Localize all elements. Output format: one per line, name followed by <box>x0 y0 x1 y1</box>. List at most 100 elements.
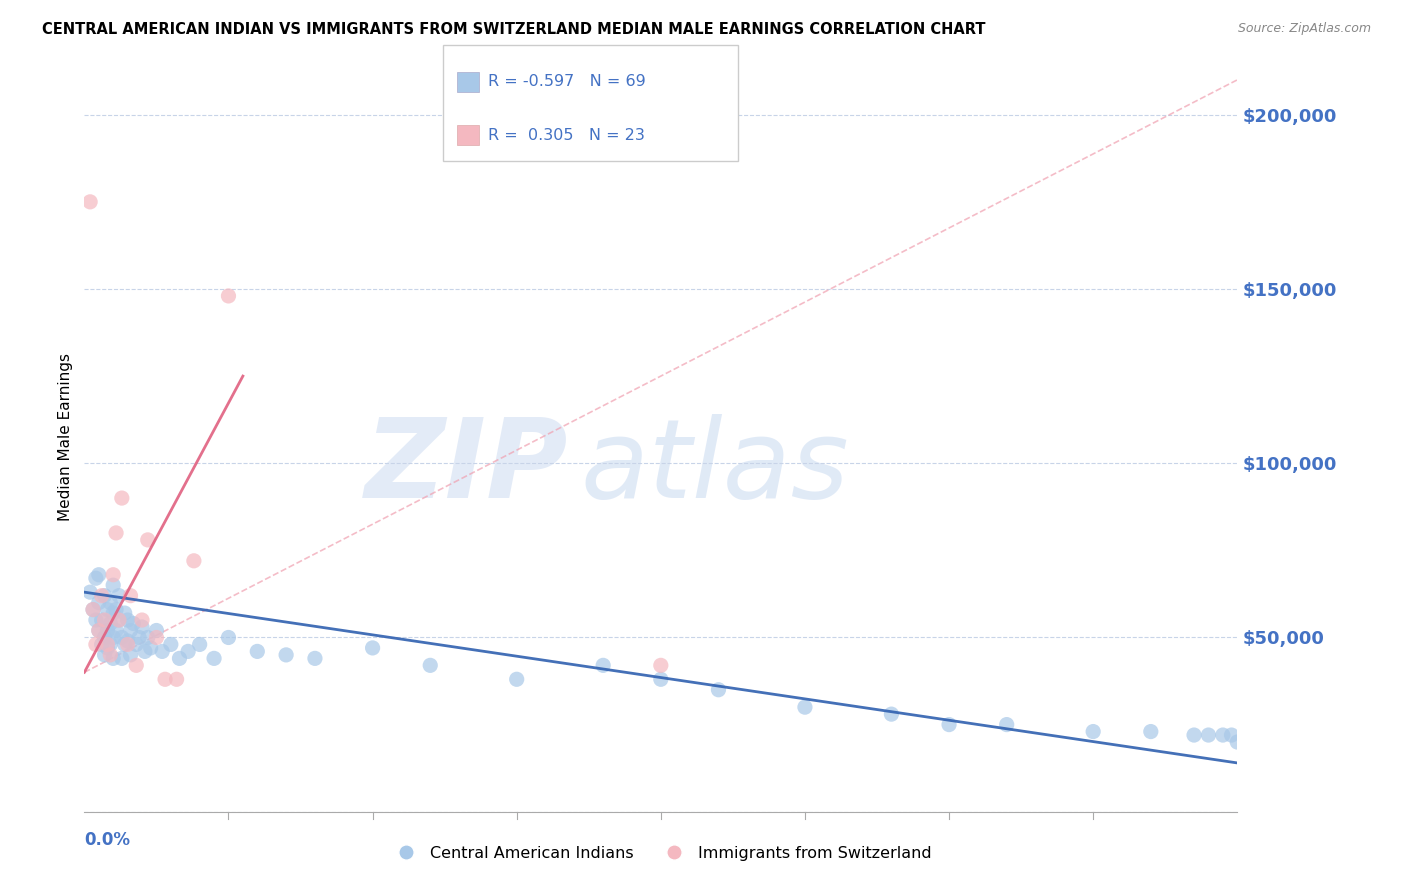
Point <box>145 624 167 638</box>
Point <box>506 673 529 687</box>
Text: Source: ZipAtlas.com: Source: ZipAtlas.com <box>1237 22 1371 36</box>
Point <box>111 491 134 505</box>
Point <box>136 533 159 547</box>
Point <box>136 631 159 645</box>
Point <box>84 637 107 651</box>
Point <box>84 613 107 627</box>
Point <box>120 648 142 662</box>
Point <box>938 717 960 731</box>
Point <box>93 631 115 645</box>
Point <box>169 651 191 665</box>
Point <box>98 616 121 631</box>
Text: ZIP: ZIP <box>366 414 568 521</box>
Legend: Central American Indians, Immigrants from Switzerland: Central American Indians, Immigrants fro… <box>384 839 938 867</box>
Point <box>103 651 124 665</box>
Point <box>96 640 118 655</box>
Point <box>1140 724 1163 739</box>
Point <box>145 631 167 645</box>
Point <box>1220 728 1243 742</box>
Point <box>153 673 176 687</box>
Text: CENTRAL AMERICAN INDIAN VS IMMIGRANTS FROM SWITZERLAND MEDIAN MALE EARNINGS CORR: CENTRAL AMERICAN INDIAN VS IMMIGRANTS FR… <box>42 22 986 37</box>
Point <box>592 658 614 673</box>
Point <box>82 602 104 616</box>
Point <box>218 631 240 645</box>
Point <box>995 717 1018 731</box>
Point <box>90 613 112 627</box>
Point <box>120 589 142 603</box>
Point <box>96 602 118 616</box>
Point <box>96 637 118 651</box>
Point <box>114 606 136 620</box>
Point <box>120 624 142 638</box>
Point <box>93 648 115 662</box>
Point <box>122 616 145 631</box>
Point <box>1212 728 1234 742</box>
Point <box>880 707 903 722</box>
Text: atlas: atlas <box>581 414 849 521</box>
Point <box>650 673 672 687</box>
Point <box>93 613 115 627</box>
Point <box>134 644 156 658</box>
Point <box>108 613 131 627</box>
Point <box>105 602 128 616</box>
Point <box>361 640 384 655</box>
Point <box>183 554 205 568</box>
Point <box>1198 728 1220 742</box>
Point <box>114 637 136 651</box>
Point <box>111 651 134 665</box>
Y-axis label: Median Male Earnings: Median Male Earnings <box>58 353 73 521</box>
Point <box>87 624 110 638</box>
Point <box>84 571 107 585</box>
Point <box>105 525 128 540</box>
Point <box>98 648 121 662</box>
Point <box>276 648 298 662</box>
Point <box>1182 728 1205 742</box>
Point <box>1226 735 1249 749</box>
Point <box>218 289 240 303</box>
Point <box>128 631 150 645</box>
Point <box>139 640 162 655</box>
Point <box>103 606 124 620</box>
Point <box>82 602 104 616</box>
Point <box>111 631 134 645</box>
Point <box>707 682 730 697</box>
Text: R =  0.305   N = 23: R = 0.305 N = 23 <box>488 128 645 143</box>
Point <box>117 637 139 651</box>
Point <box>108 613 131 627</box>
Point <box>150 644 173 658</box>
Point <box>79 194 101 209</box>
Point <box>87 567 110 582</box>
Text: R = -0.597   N = 69: R = -0.597 N = 69 <box>488 74 645 89</box>
Point <box>87 624 110 638</box>
Point <box>103 567 124 582</box>
Point <box>177 644 200 658</box>
Point <box>117 634 139 648</box>
Point <box>90 637 112 651</box>
Point <box>304 651 326 665</box>
Point <box>98 637 121 651</box>
Point <box>160 637 183 651</box>
Point <box>131 613 153 627</box>
Point <box>105 624 128 638</box>
Point <box>125 658 148 673</box>
Point <box>1083 724 1105 739</box>
Point <box>79 585 101 599</box>
Point <box>103 578 124 592</box>
Point <box>93 589 115 603</box>
Point <box>125 637 148 651</box>
Point <box>87 596 110 610</box>
Point <box>202 651 225 665</box>
Point <box>419 658 441 673</box>
Point <box>117 613 139 627</box>
Point <box>650 658 672 673</box>
Point <box>794 700 817 714</box>
Text: 0.0%: 0.0% <box>84 831 131 849</box>
Point <box>98 596 121 610</box>
Point <box>131 620 153 634</box>
Point <box>103 631 124 645</box>
Point <box>90 589 112 603</box>
Point <box>188 637 211 651</box>
Point <box>166 673 188 687</box>
Point <box>96 624 118 638</box>
Point <box>246 644 269 658</box>
